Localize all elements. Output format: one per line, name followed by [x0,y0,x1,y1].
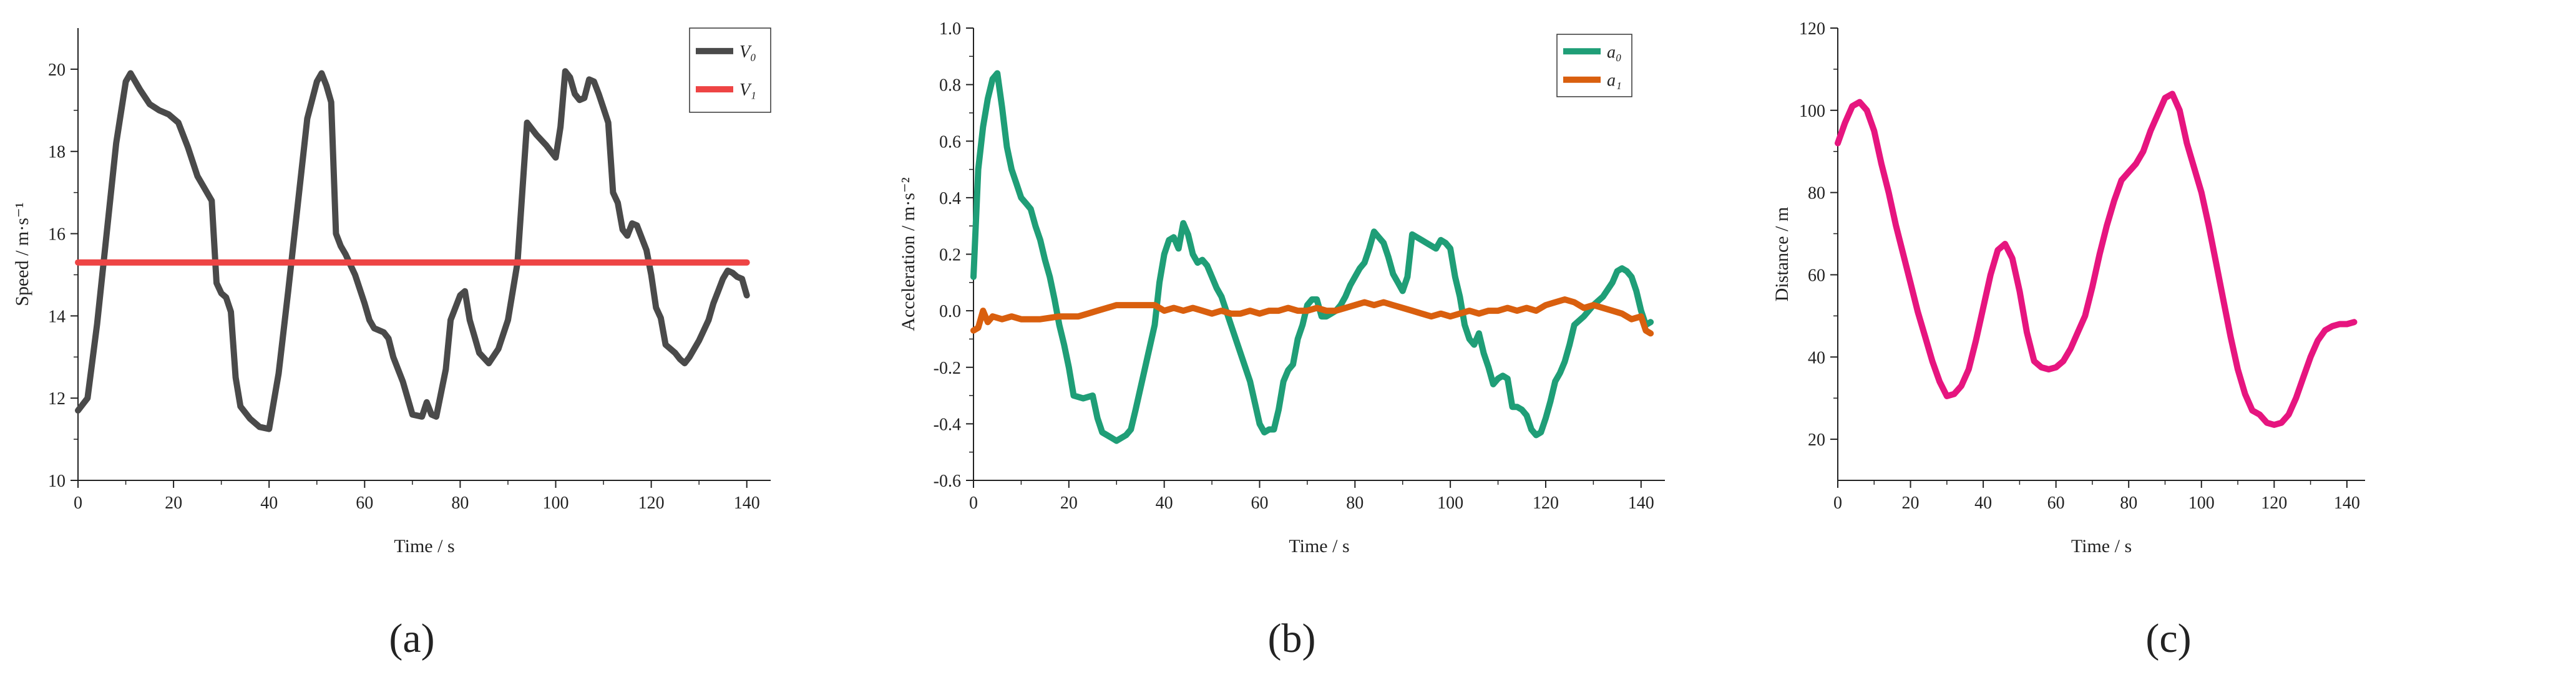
x-tick-label: 100 [543,493,569,513]
x-tick-label: 100 [2188,493,2215,513]
x-tick-label: 60 [2047,493,2065,513]
series-line-b-0 [970,70,1654,444]
x-tick-label: 140 [2334,493,2360,513]
x-tick-label: 80 [1346,493,1364,513]
x-tick-label: 0 [74,493,82,513]
caption-c: (c) [2145,616,2191,661]
series-line-b-1 [970,296,1654,337]
y-tick-label: 12 [48,389,66,409]
x-tick-label: 120 [2261,493,2287,513]
x-axis-label: Time / s [1289,536,1349,556]
legend-label: V₁ [739,80,756,100]
chart-b: 0 20 40 60 80 100 120 140 -0.6 -0.4 -0.2 0.0 0.2 0.4 0… [898,19,1665,556]
x-tick-label: 140 [734,493,760,513]
x-tick-label: 20 [1902,493,1920,513]
legend-label: V₀ [739,42,756,62]
y-tick-label: 1.0 [939,19,961,39]
legend-label: a₀ [1607,42,1622,62]
y-tick-label: 20 [48,61,66,80]
caption-b: (b) [1268,616,1316,661]
legend-label: a₁ [1607,71,1622,90]
y-tick-label: 120 [1799,19,1825,39]
x-tick-label: 80 [2120,493,2137,513]
y-tick-label: 0.4 [939,189,961,208]
y-tick-label: 0.8 [939,76,961,95]
y-tick-label: 0.6 [939,132,961,152]
legend-box [689,27,771,113]
x-tick-label: 20 [165,493,182,513]
y-tick-label: 40 [1808,348,1825,367]
x-tick-label: 100 [1437,493,1463,513]
x-tick-label: 60 [356,493,373,513]
x-tick-label: 120 [1533,493,1559,513]
series-line-a-0 [75,68,750,432]
x-axis-label: Time / s [394,536,454,556]
y-tick-label: 20 [1808,430,1825,450]
x-tick-label: 0 [1833,493,1842,513]
x-tick-label: 20 [1060,493,1078,513]
chart-a: 0 20 40 60 80 100 120 140 10 12 14 16 18 20 Time / s Sp… [12,27,771,556]
legend-box [1556,34,1632,97]
series-line-c-0 [1835,90,2358,428]
y-tick-label: 100 [1799,102,1825,121]
x-tick-label: 120 [638,493,665,513]
y-tick-label: 80 [1808,184,1825,203]
y-tick-label: 14 [48,307,66,326]
x-tick-label: 80 [451,493,469,513]
y-axis-label: Speed / m·s⁻¹ [12,202,32,306]
y-tick-label: 18 [48,143,66,162]
y-tick-label: -0.4 [934,415,961,434]
x-tick-label: 40 [260,493,278,513]
y-tick-label: 10 [48,472,66,491]
x-tick-label: 60 [1251,493,1268,513]
x-tick-label: 0 [969,493,978,513]
x-tick-label: 140 [1628,493,1654,513]
x-axis-label: Time / s [2071,536,2132,556]
y-tick-label: 0.0 [939,302,961,321]
y-axis-label: Distance / m [1772,207,1792,302]
x-tick-label: 40 [1156,493,1173,513]
x-tick-label: 40 [1974,493,1992,513]
y-tick-label: -0.6 [934,472,961,491]
y-tick-label: 60 [1808,266,1825,285]
y-axis-label: Acceleration / m·s⁻² [898,177,919,331]
y-tick-label: -0.2 [934,359,961,378]
y-tick-label: 16 [48,225,66,245]
chart-c: 0 20 40 60 80 100 120 140 20 40 60 80 100 120 Time / s… [1772,19,2365,556]
caption-a: (a) [389,616,434,661]
y-tick-label: 0.2 [939,246,961,265]
